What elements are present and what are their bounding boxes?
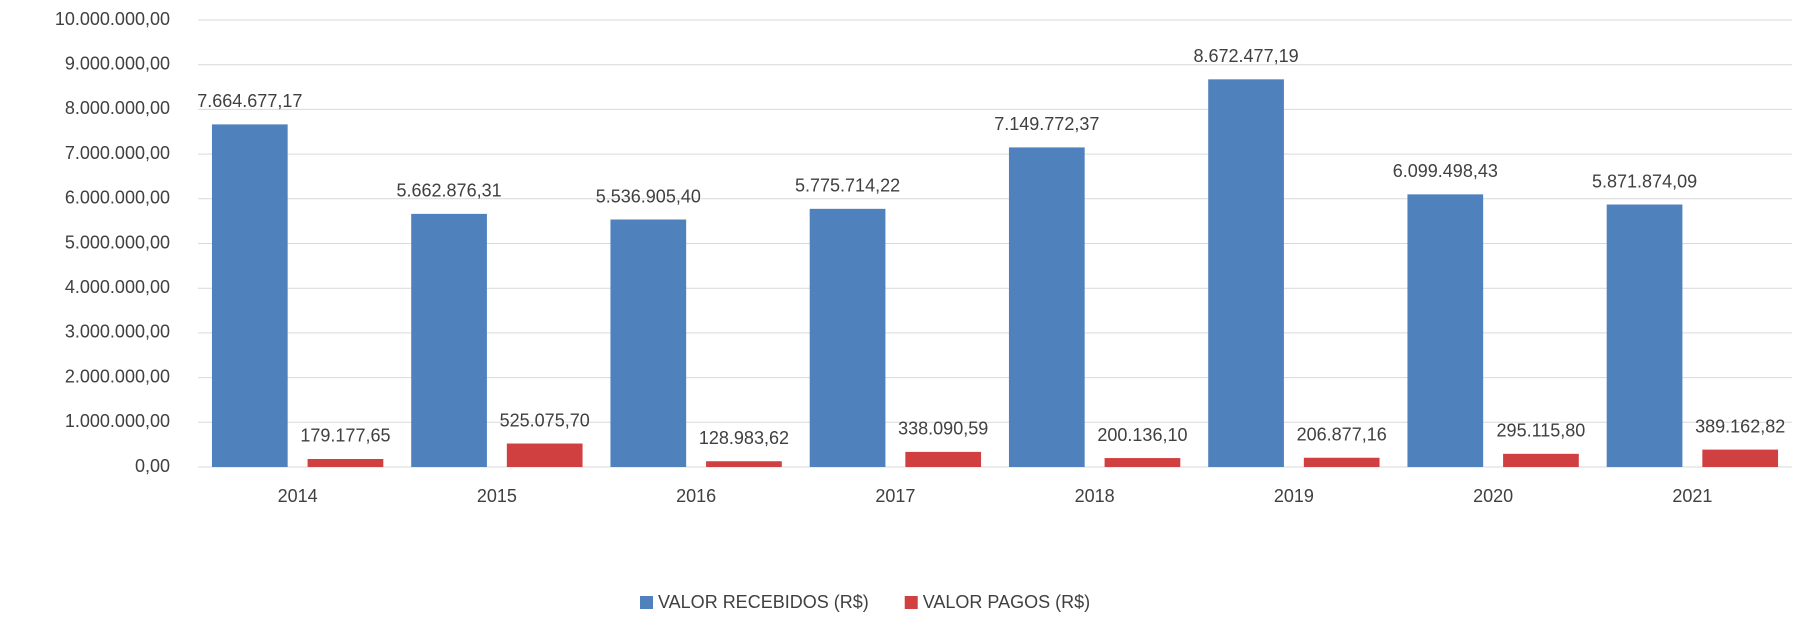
data-label: 200.136,10 — [1097, 425, 1187, 445]
bar — [506, 443, 583, 467]
bar — [1407, 194, 1484, 467]
legend-label: VALOR RECEBIDOS (R$) — [658, 592, 869, 612]
bar — [706, 461, 782, 467]
data-label: 5.775.714,22 — [795, 176, 900, 196]
x-tick-label: 2020 — [1473, 486, 1513, 506]
bar — [610, 219, 687, 467]
data-label: 5.536.905,40 — [596, 186, 701, 206]
data-label: 7.149.772,37 — [994, 114, 1099, 134]
bar — [809, 208, 886, 468]
bar — [1303, 457, 1380, 467]
x-tick-label: 2019 — [1274, 486, 1314, 506]
data-label: 206.877,16 — [1297, 425, 1387, 445]
legend-label: VALOR PAGOS (R$) — [923, 592, 1090, 612]
data-label: 338.090,59 — [898, 419, 988, 439]
bar — [1104, 458, 1181, 467]
x-tick-label: 2016 — [676, 486, 716, 506]
data-label: 128.983,62 — [699, 428, 789, 448]
x-tick-label: 2015 — [477, 486, 517, 506]
bar — [411, 213, 487, 467]
y-tick-label: 2.000.000,00 — [65, 366, 170, 386]
y-tick-label: 9.000.000,00 — [65, 53, 170, 73]
y-tick-label: 0,00 — [135, 456, 170, 476]
bar — [307, 458, 384, 467]
bar — [211, 124, 288, 468]
x-tick-label: 2021 — [1672, 486, 1712, 506]
legend-swatch — [904, 596, 918, 609]
bar — [1208, 79, 1284, 467]
data-label: 295.115,80 — [1497, 421, 1586, 441]
x-tick-label: 2014 — [278, 486, 318, 506]
data-label: 179.177,65 — [300, 426, 390, 446]
y-tick-label: 8.000.000,00 — [65, 98, 170, 118]
data-label: 525.075,70 — [500, 410, 590, 430]
bar — [1503, 453, 1579, 467]
y-tick-label: 7.000.000,00 — [65, 143, 170, 163]
y-tick-label: 4.000.000,00 — [65, 277, 170, 297]
data-label: 389.162,82 — [1695, 416, 1785, 436]
y-tick-label: 6.000.000,00 — [65, 188, 170, 208]
data-label: 7.664.677,17 — [197, 91, 302, 111]
legend-swatch — [640, 596, 653, 609]
bar — [1606, 204, 1683, 467]
data-label: 5.662.876,31 — [397, 181, 502, 201]
data-label: 5.871.874,09 — [1592, 171, 1697, 191]
bar — [905, 451, 982, 467]
y-tick-label: 3.000.000,00 — [65, 322, 170, 342]
x-tick-label: 2018 — [1075, 486, 1115, 506]
data-label: 8.672.477,19 — [1194, 46, 1299, 66]
y-tick-label: 5.000.000,00 — [65, 232, 170, 252]
y-tick-label: 1.000.000,00 — [65, 411, 170, 431]
bar — [1008, 147, 1085, 467]
x-tick-label: 2017 — [875, 486, 915, 506]
bar — [1702, 449, 1779, 467]
y-tick-label: 10.000.000,00 — [55, 9, 170, 29]
data-label: 6.099.498,43 — [1393, 161, 1498, 181]
